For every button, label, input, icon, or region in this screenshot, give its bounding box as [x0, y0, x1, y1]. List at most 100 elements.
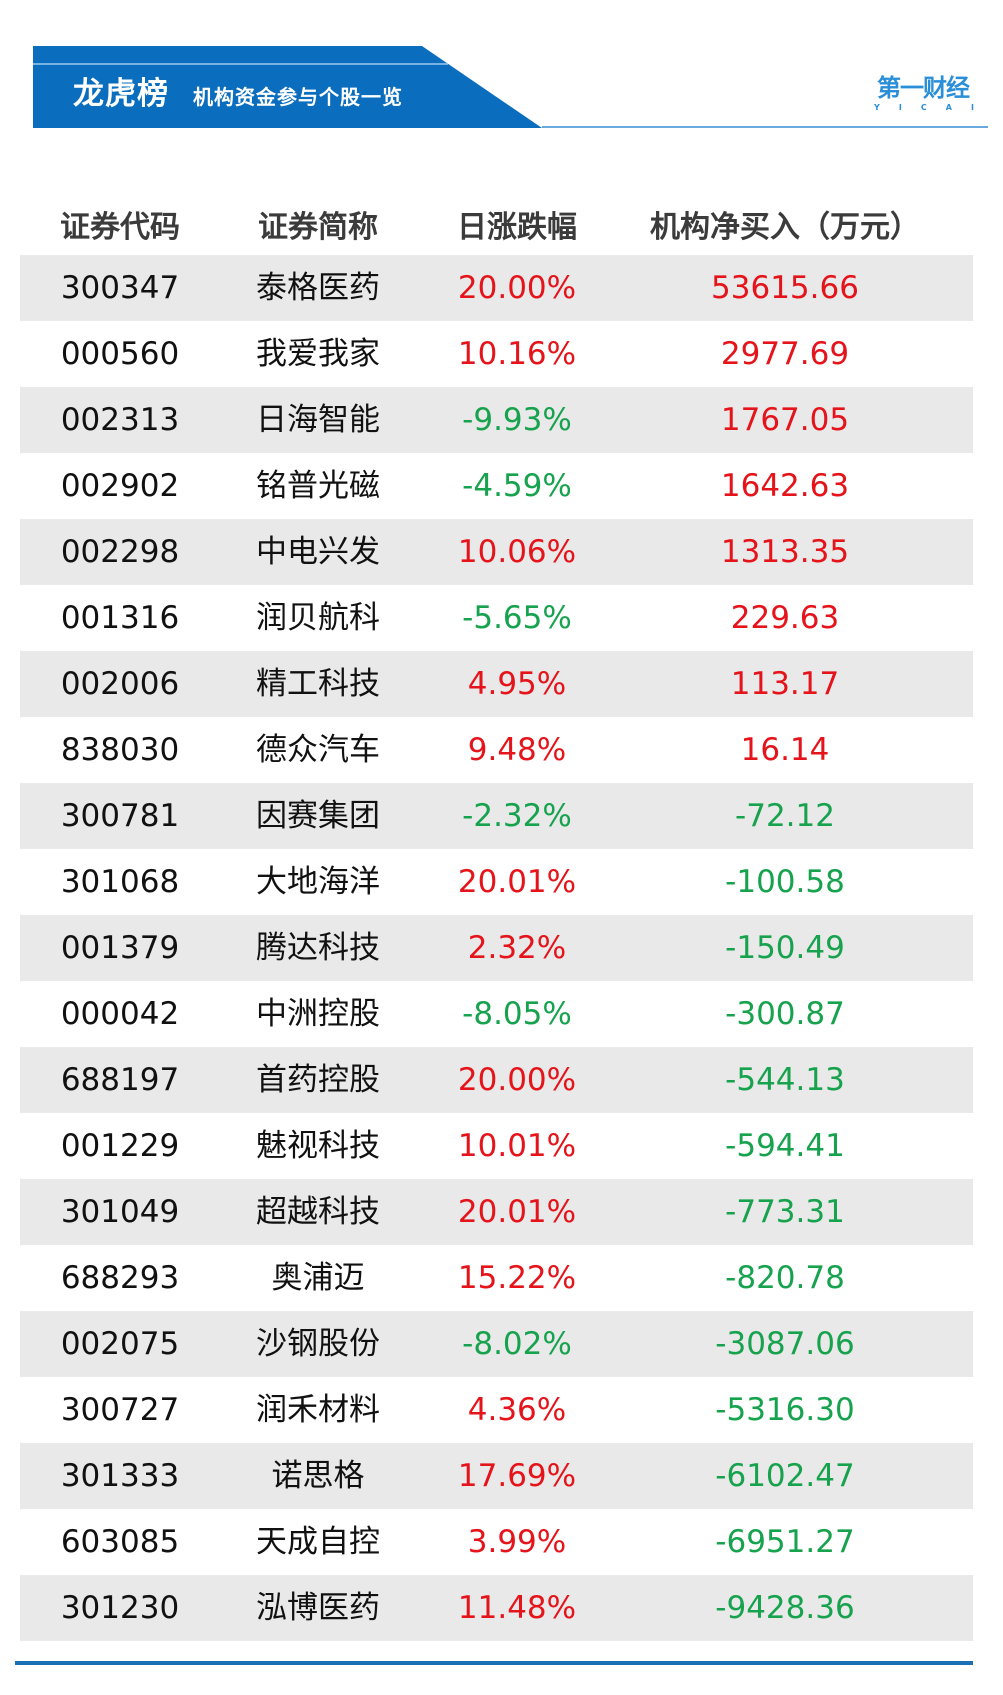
- cell-change-pct: 2.32%: [467, 930, 567, 966]
- table-row: 000560 我爱我家 10.16% 2977.69: [20, 321, 973, 387]
- cell-change-pct: -8.05%: [462, 996, 572, 1032]
- table-body: 300347 泰格医药 20.00% 53615.66 000560 我爱我家 10.16%…: [20, 255, 973, 1641]
- table-row: 002313 日海智能 -9.93% 1767.05: [20, 387, 973, 453]
- page-title: 龙虎榜: [73, 76, 169, 112]
- header-divider: [542, 126, 988, 128]
- cell-code: 301333: [60, 1458, 180, 1494]
- cell-change-pct: 9.48%: [467, 732, 567, 768]
- cell-net-buy: 53615.66: [711, 270, 859, 306]
- cell-change-pct: 11.48%: [457, 1590, 577, 1626]
- banner-shape: [33, 46, 542, 128]
- cell-name: 日海智能: [256, 402, 380, 438]
- cell-name: 诺思格: [271, 1458, 365, 1494]
- cell-net-buy: -5316.30: [715, 1392, 855, 1428]
- cell-name: 奥浦迈: [271, 1260, 365, 1296]
- cell-name: 因赛集团: [256, 798, 380, 834]
- table-row: 301049 超越科技 20.01% -773.31: [20, 1179, 973, 1245]
- cell-code: 002298: [60, 534, 180, 570]
- cell-code: 688293: [60, 1260, 180, 1296]
- cell-change-pct: 20.01%: [457, 1194, 577, 1230]
- logo-letter: A: [945, 103, 952, 112]
- cell-net-buy: 1767.05: [720, 402, 850, 438]
- table-row: 301333 诺思格 17.69% -6102.47: [20, 1443, 973, 1509]
- cell-net-buy: -3087.06: [715, 1326, 855, 1362]
- header-change-pct: 日涨跌幅: [457, 210, 577, 245]
- cell-code: 001379: [60, 930, 180, 966]
- cell-change-pct: -9.93%: [462, 402, 572, 438]
- cell-name: 精工科技: [256, 666, 380, 702]
- cell-code: 301068: [60, 864, 180, 900]
- cell-code: 301230: [60, 1590, 180, 1626]
- cell-name: 铭普光磁: [256, 468, 380, 504]
- cell-code: 300727: [60, 1392, 180, 1428]
- cell-name: 超越科技: [256, 1194, 380, 1230]
- institution-net-buy-table: 证券代码 证券简称 日涨跌幅 机构净买入（万元） 300347 泰格医药 20.00…: [20, 196, 973, 1641]
- table-header: 证券代码 证券简称 日涨跌幅 机构净买入（万元）: [20, 196, 973, 255]
- cell-name: 泰格医药: [256, 270, 380, 306]
- table-row: 300781 因赛集团 -2.32% -72.12: [20, 783, 973, 849]
- cell-net-buy: -594.41: [725, 1128, 845, 1164]
- table-row: 300727 润禾材料 4.36% -5316.30: [20, 1377, 973, 1443]
- cell-net-buy: 2977.69: [720, 336, 850, 372]
- table-row: 688197 首药控股 20.00% -544.13: [20, 1047, 973, 1113]
- cell-name: 润贝航科: [256, 600, 380, 636]
- table-row: 301230 泓博医药 11.48% -9428.36: [20, 1575, 973, 1641]
- cell-net-buy: 1642.63: [720, 468, 850, 504]
- table-row: 001316 润贝航科 -5.65% 229.63: [20, 585, 973, 651]
- table-row: 002006 精工科技 4.95% 113.17: [20, 651, 973, 717]
- cell-code: 002313: [60, 402, 180, 438]
- cell-net-buy: -72.12: [735, 798, 835, 834]
- cell-net-buy: -9428.36: [715, 1590, 855, 1626]
- table-row: 301068 大地海洋 20.01% -100.58: [20, 849, 973, 915]
- cell-code: 300347: [60, 270, 180, 306]
- table-row: 001229 魅视科技 10.01% -594.41: [20, 1113, 973, 1179]
- logo-text-cn: 第一财经: [877, 74, 970, 102]
- cell-net-buy: -820.78: [725, 1260, 845, 1296]
- logo-letter: C: [920, 103, 927, 112]
- cell-net-buy: -6102.47: [715, 1458, 855, 1494]
- table-row: 000042 中洲控股 -8.05% -300.87: [20, 981, 973, 1047]
- cell-code: 000042: [60, 996, 180, 1032]
- logo-letter: I: [898, 103, 902, 112]
- cell-name: 泓博医药: [256, 1590, 380, 1626]
- table-row: 688293 奥浦迈 15.22% -820.78: [20, 1245, 973, 1311]
- title-banner: 龙虎榜 机构资金参与个股一览: [33, 46, 543, 128]
- cell-change-pct: 20.01%: [457, 864, 577, 900]
- cell-change-pct: 3.99%: [467, 1524, 567, 1560]
- table-row: 002902 铭普光磁 -4.59% 1642.63: [20, 453, 973, 519]
- cell-name: 我爱我家: [256, 336, 380, 372]
- cell-change-pct: -2.32%: [462, 798, 572, 834]
- cell-name: 魅视科技: [256, 1128, 380, 1164]
- cell-net-buy: -544.13: [725, 1062, 845, 1098]
- cell-name: 沙钢股份: [256, 1326, 380, 1362]
- cell-change-pct: -5.65%: [462, 600, 572, 636]
- cell-net-buy: -300.87: [725, 996, 845, 1032]
- cell-code: 838030: [60, 732, 180, 768]
- cell-code: 603085: [60, 1524, 180, 1560]
- cell-change-pct: 10.06%: [457, 534, 577, 570]
- header-code: 证券代码: [60, 210, 180, 245]
- cell-change-pct: 20.00%: [457, 1062, 577, 1098]
- cell-change-pct: 20.00%: [457, 270, 577, 306]
- cell-name: 大地海洋: [256, 864, 380, 900]
- cell-net-buy: 229.63: [730, 600, 840, 636]
- cell-change-pct: 17.69%: [457, 1458, 577, 1494]
- logo-letter: Y: [874, 103, 880, 112]
- logo-text-en: Y I C A I: [874, 103, 974, 113]
- cell-name: 腾达科技: [256, 930, 380, 966]
- cell-change-pct: 4.36%: [467, 1392, 567, 1428]
- logo-letter: I: [970, 103, 974, 112]
- cell-net-buy: -150.49: [725, 930, 845, 966]
- header-name: 证券简称: [258, 210, 378, 245]
- cell-change-pct: -4.59%: [462, 468, 572, 504]
- table-row: 002075 沙钢股份 -8.02% -3087.06: [20, 1311, 973, 1377]
- cell-net-buy: -773.31: [725, 1194, 845, 1230]
- table-row: 838030 德众汽车 9.48% 16.14: [20, 717, 973, 783]
- cell-change-pct: 15.22%: [457, 1260, 577, 1296]
- cell-name: 润禾材料: [256, 1392, 380, 1428]
- page-subtitle: 机构资金参与个股一览: [193, 85, 403, 109]
- cell-code: 001229: [60, 1128, 180, 1164]
- cell-code: 301049: [60, 1194, 180, 1230]
- cell-name: 德众汽车: [256, 732, 380, 768]
- yicai-logo: 第一财经 Y I C A I: [870, 74, 976, 118]
